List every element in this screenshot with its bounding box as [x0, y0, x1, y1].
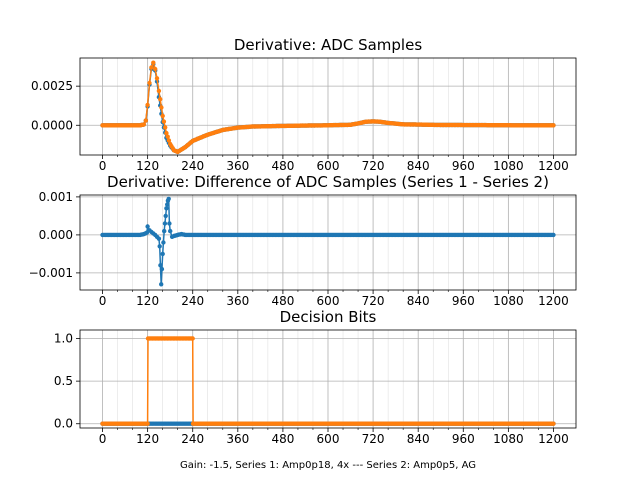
plot-area [100, 60, 556, 155]
data-point [163, 213, 168, 219]
data-point [165, 134, 170, 139]
y-tick-label: 0.5 [54, 374, 73, 388]
figure-caption: Gain: -1.5, Series 1: Amp0p18, 4x --- Se… [180, 460, 476, 471]
x-tick-label: 120 [136, 294, 159, 308]
data-point [551, 421, 556, 426]
data-point [551, 232, 556, 238]
subplot-title: Decision Bits [280, 308, 377, 326]
x-tick-label: 600 [317, 159, 340, 173]
x-tick-label: 720 [362, 432, 385, 446]
y-tick-label: 0.001 [39, 190, 73, 204]
data-point [145, 102, 150, 108]
x-tick-label: 480 [271, 432, 294, 446]
data-point [158, 263, 163, 268]
y-tick-label: −0.001 [29, 266, 73, 280]
x-tick-label: 360 [226, 432, 249, 446]
x-tick-label: 720 [362, 159, 385, 173]
data-point [163, 125, 168, 130]
x-tick-label: 1200 [538, 294, 569, 308]
x-tick-label: 360 [226, 159, 249, 173]
data-point [161, 119, 167, 124]
x-tick-label: 240 [181, 159, 204, 173]
data-point [166, 138, 172, 143]
data-point [153, 66, 158, 72]
data-point [156, 236, 162, 241]
y-tick-label: 0.0000 [31, 118, 73, 132]
data-point [157, 244, 162, 249]
subplot-2: 0 120 240 360 480 600 720 840 960 1080 1200 −0.001 0… [29, 173, 577, 308]
data-point [159, 282, 164, 287]
data-point [158, 97, 163, 102]
x-tick-label: 0 [99, 294, 107, 308]
subplot-1: 0 120 240 360 480 600 720 840 960 1080 1200 0.0000 0… [31, 36, 577, 173]
x-tick-label: 1200 [538, 432, 569, 446]
x-tick-label: 840 [407, 432, 430, 446]
data-point [167, 221, 172, 226]
plot-area [100, 196, 556, 287]
data-point [149, 65, 154, 70]
data-point [145, 421, 150, 426]
x-tick-label: 120 [136, 432, 159, 446]
x-tick-label: 0 [99, 432, 107, 446]
y-tick-label: 0.0 [54, 417, 73, 431]
x-tick-label: 840 [407, 159, 430, 173]
data-point [159, 105, 164, 110]
data-point [151, 60, 156, 65]
x-tick-label: 600 [317, 432, 340, 446]
x-tick-label: 480 [271, 294, 294, 308]
x-tick-label: 240 [181, 294, 204, 308]
data-point [165, 202, 170, 207]
data-point [141, 122, 147, 127]
data-point [168, 228, 173, 234]
data-point [154, 76, 160, 81]
data-point [161, 240, 166, 245]
x-tick-label: 600 [317, 294, 340, 308]
data-point [551, 123, 556, 128]
x-tick-label: 840 [407, 294, 430, 308]
data-point [162, 228, 167, 234]
x-tick-label: 720 [362, 294, 385, 308]
x-tick-label: 0 [99, 159, 107, 173]
x-tick-label: 1200 [538, 159, 569, 173]
x-tick-label: 120 [136, 159, 159, 173]
x-tick-label: 960 [452, 294, 475, 308]
data-point [162, 221, 168, 226]
data-point [143, 118, 148, 123]
x-tick-label: 480 [271, 159, 294, 173]
data-point [166, 196, 171, 201]
data-point [190, 336, 195, 341]
data-point [145, 224, 150, 229]
y-tick-label: 0.0025 [31, 79, 73, 93]
x-tick-label: 960 [452, 432, 475, 446]
plot-area [100, 336, 556, 426]
x-tick-label: 960 [452, 159, 475, 173]
data-point [147, 80, 152, 86]
data-point [156, 88, 162, 94]
x-tick-label: 1080 [493, 159, 524, 173]
x-tick-label: 240 [181, 432, 204, 446]
data-point [164, 130, 169, 136]
y-tick-label: 0.000 [39, 228, 73, 242]
data-point [160, 113, 165, 119]
data-point [159, 266, 165, 272]
data-point [160, 251, 165, 257]
x-tick-label: 360 [226, 294, 249, 308]
x-tick-label: 1080 [493, 294, 524, 308]
subplot-title: Derivative: Difference of ADC Samples (S… [107, 173, 549, 191]
data-point [164, 206, 169, 211]
x-tick-label: 1080 [493, 432, 524, 446]
y-tick-label: 1.0 [54, 332, 73, 346]
subplot-3: 0 120 240 360 480 600 720 840 960 1080 1200 0.0 0.5 1… [54, 308, 577, 446]
subplot-title: Derivative: ADC Samples [234, 36, 422, 54]
